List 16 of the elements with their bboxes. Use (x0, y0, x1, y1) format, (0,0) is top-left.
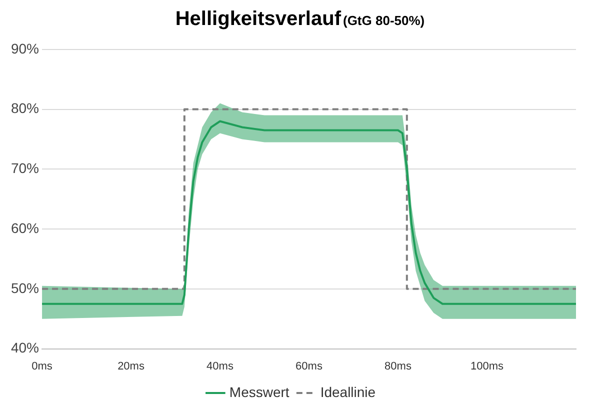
x-tick-label: 100ms (470, 360, 504, 372)
y-tick-label: 60% (10, 220, 40, 236)
y-tick-label: 90% (10, 40, 40, 56)
y-tick-label: 70% (10, 160, 40, 176)
x-tick-label: 0ms (32, 360, 53, 372)
x-tick-label: 20ms (118, 360, 145, 372)
chart-title: Helligkeitsverlauf (175, 8, 341, 30)
y-tick-label: 50% (10, 280, 40, 296)
x-tick-label: 60ms (296, 360, 323, 372)
y-tick-label: 40% (10, 340, 40, 356)
legend-label: Ideallinie (320, 384, 376, 400)
y-tick-label: 80% (10, 100, 40, 116)
chart-subtitle: (GtG 80-50%) (342, 13, 425, 28)
x-tick-label: 80ms (384, 360, 412, 372)
legend-label: Messwert (229, 384, 290, 400)
x-tick-label: 40ms (206, 360, 234, 372)
